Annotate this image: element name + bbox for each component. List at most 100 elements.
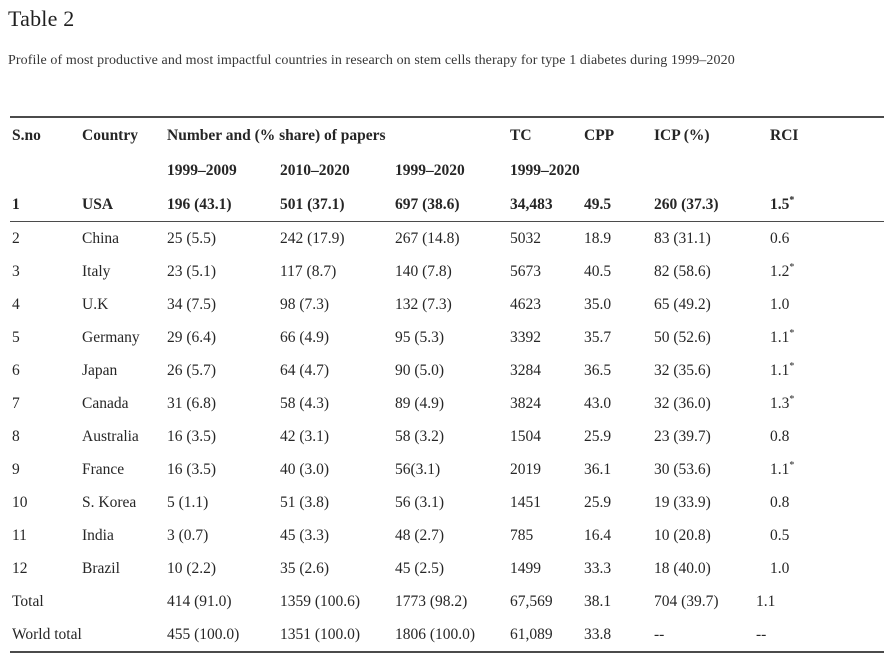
cell-tc: 3824 — [510, 395, 541, 412]
rci-value: 1.1 — [756, 593, 776, 610]
table-caption: Profile of most productive and most impa… — [8, 53, 735, 68]
cell-cpp: 18.9 — [584, 230, 612, 247]
cell-country: Canada — [82, 395, 129, 412]
col-header-icp: ICP (%) — [654, 127, 710, 144]
cell-rci: 1.3* — [752, 387, 884, 420]
cell-rci: 0.8 — [752, 420, 884, 453]
cell-country: France — [82, 461, 125, 478]
rci-value: 1.5 — [770, 196, 790, 213]
cell-country: Italy — [82, 263, 111, 280]
cell-sno: 6 — [12, 362, 20, 379]
col-header-papers-group: Number and (% share) of papers — [167, 127, 386, 144]
col-header-tc: TC — [510, 127, 532, 144]
paper-table-page: Table 2 Profile of most productive and m… — [8, 6, 884, 653]
cell-p2: 117 (8.7) — [280, 263, 337, 280]
table-row: Total 414 (91.0) 1359 (100.6) 1773 (98.2) 67… — [10, 585, 884, 618]
col-subheader-blank — [10, 153, 80, 188]
col-header-country: Country — [82, 127, 138, 144]
col-subheader-period-1: 1999–2009 — [167, 162, 237, 179]
cell-p3: 58 (3.2) — [395, 428, 445, 445]
cell-p3: 132 (7.3) — [395, 296, 452, 313]
cell-tc: 1504 — [510, 428, 541, 445]
cell-sno: 9 — [12, 461, 20, 478]
table-row: 4 U.K 34 (7.5) 98 (7.3) 132 (7.3) 4623 35.0 65 … — [10, 288, 884, 321]
rci-value: 1.1 — [770, 329, 790, 346]
col-header-rci: RCI — [770, 127, 799, 144]
rci-significance-star: * — [789, 393, 795, 405]
cell-row-label: Total — [12, 593, 44, 610]
cell-country: Japan — [82, 362, 118, 379]
cell-country: U.K — [82, 296, 109, 313]
cell-cpp: 25.9 — [584, 494, 612, 511]
cell-p3: 48 (2.7) — [395, 527, 445, 544]
cell-rci: 1.1 — [752, 585, 884, 618]
cell-p1: 5 (1.1) — [167, 494, 209, 511]
col-subheader-blank — [752, 153, 884, 188]
cell-p1: 34 (7.5) — [167, 296, 217, 313]
cell-rci: 1.1* — [752, 321, 884, 354]
cell-country: Australia — [82, 428, 139, 445]
cell-p2: 58 (4.3) — [280, 395, 330, 412]
col-subheader-blank — [646, 153, 752, 188]
cell-p2: 242 (17.9) — [280, 230, 345, 247]
cell-rci: 1.0 — [752, 288, 884, 321]
cell-tc: 2019 — [510, 461, 541, 478]
cell-tc: 3392 — [510, 329, 541, 346]
cell-sno: 4 — [12, 296, 20, 313]
cell-p2: 1359 (100.6) — [280, 593, 361, 610]
cell-cpp: 40.5 — [584, 263, 612, 280]
cell-country: USA — [80, 188, 165, 222]
cell-icp: 10 (20.8) — [654, 527, 711, 544]
rci-value: -- — [756, 626, 767, 643]
cell-tc: 34,483 — [508, 188, 578, 222]
cell-sno: 10 — [12, 494, 28, 511]
rci-value: 0.6 — [770, 230, 790, 247]
cell-cpp: 35.7 — [584, 329, 612, 346]
cell-icp: 50 (52.6) — [654, 329, 711, 346]
cell-icp: 32 (36.0) — [654, 395, 711, 412]
cell-cpp: 33.8 — [584, 626, 612, 643]
cell-p1: 29 (6.4) — [167, 329, 217, 346]
cell-rci: 1.5* — [752, 188, 884, 222]
col-header-sno: S.no — [12, 127, 41, 144]
cell-sno: 7 — [12, 395, 20, 412]
cell-p3: 90 (5.0) — [395, 362, 445, 379]
rci-value: 0.8 — [770, 494, 790, 511]
rci-significance-star: * — [789, 360, 795, 372]
cell-p1: 16 (3.5) — [167, 461, 217, 478]
rci-value: 0.8 — [770, 428, 790, 445]
cell-icp: 260 (37.3) — [646, 188, 752, 222]
rci-value: 1.3 — [770, 395, 790, 412]
cell-p3: 89 (4.9) — [395, 395, 445, 412]
cell-p2: 40 (3.0) — [280, 461, 330, 478]
cell-tc: 5673 — [510, 263, 541, 280]
cell-tc: 3284 — [510, 362, 541, 379]
rci-value: 1.1 — [770, 461, 790, 478]
cell-p2: 51 (3.8) — [280, 494, 330, 511]
rci-value: 1.0 — [770, 296, 790, 313]
rci-significance-star: * — [789, 327, 795, 339]
cell-icp: 65 (49.2) — [654, 296, 711, 313]
cell-icp: 19 (33.9) — [654, 494, 711, 511]
cell-cpp: 36.5 — [584, 362, 612, 379]
cell-sno: 2 — [12, 230, 20, 247]
rci-value: 0.5 — [770, 527, 790, 544]
cell-sno: 12 — [12, 560, 28, 577]
cell-p1: 3 (0.7) — [167, 527, 209, 544]
table-row: 8 Australia 16 (3.5) 42 (3.1) 58 (3.2) 1504 25… — [10, 420, 884, 453]
cell-cpp: 16.4 — [584, 527, 612, 544]
col-subheader-period-3: 1999–2020 — [395, 162, 465, 179]
table-row: 5 Germany 29 (6.4) 66 (4.9) 95 (5.3) 3392 35.7… — [10, 321, 884, 354]
cell-icp: 82 (58.6) — [654, 263, 711, 280]
cell-sno: 8 — [12, 428, 20, 445]
cell-p2: 35 (2.6) — [280, 560, 330, 577]
rci-value: 1.1 — [770, 362, 790, 379]
cell-cpp: 38.1 — [584, 593, 612, 610]
cell-sno: 3 — [12, 263, 20, 280]
cell-tc: 785 — [510, 527, 534, 544]
rci-significance-star: * — [789, 261, 795, 273]
table-row: 1 USA 196 (43.1) 501 (37.1) 697 (38.6) 34,483… — [10, 188, 884, 222]
table-header: S.no Country Number and (% share) of pap… — [10, 117, 884, 188]
cell-p1: 31 (6.8) — [167, 395, 217, 412]
cell-sno: 1 — [10, 188, 80, 222]
